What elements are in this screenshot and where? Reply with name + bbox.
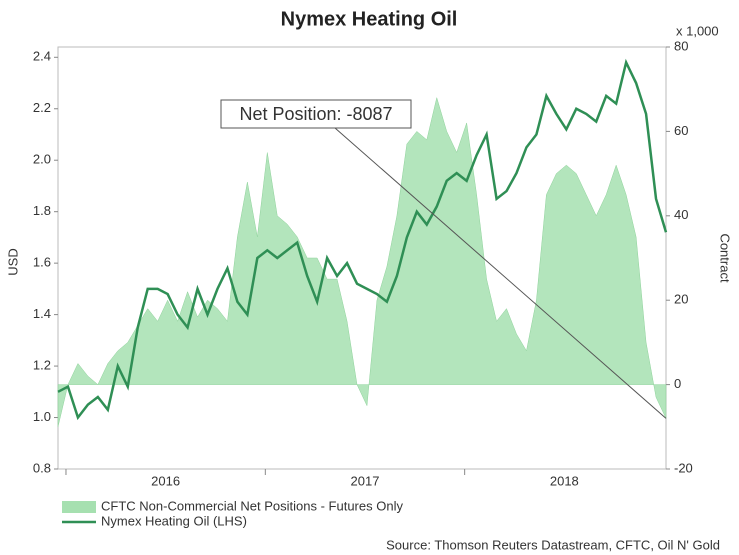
source: Source: Thomson Reuters Datastream, CFTC… bbox=[386, 537, 720, 552]
annotation-leader bbox=[334, 127, 667, 419]
y-tick-label: 1.4 bbox=[33, 306, 51, 321]
y2-tick-label: 80 bbox=[674, 38, 688, 53]
annotation-box bbox=[220, 99, 412, 129]
annotation: Net Position: -8087 bbox=[239, 104, 392, 124]
area bbox=[57, 96, 667, 427]
legend-label: Nymex Heating Oil (LHS) bbox=[101, 513, 247, 528]
line bbox=[57, 58, 668, 421]
x-tick-label: 2018 bbox=[550, 473, 579, 488]
legend-label: CFTC Non-Commercial Net Positions - Futu… bbox=[101, 498, 403, 513]
y2-tick-label: -20 bbox=[674, 460, 693, 475]
y2-tick-label: 20 bbox=[674, 292, 688, 307]
y-tick-label: 1.8 bbox=[33, 203, 51, 218]
y-tick-label: 0.8 bbox=[33, 460, 51, 475]
y-tick-label: 2.2 bbox=[33, 100, 51, 115]
legend-swatch bbox=[62, 501, 96, 513]
y-tick-label: 1.0 bbox=[33, 409, 51, 424]
y2-tick-label: 60 bbox=[674, 123, 688, 138]
y2-tick-label: 40 bbox=[674, 207, 688, 222]
y-tick-label: 1.2 bbox=[33, 358, 51, 373]
y-tick-label: 1.6 bbox=[33, 255, 51, 270]
x-tick-label: 2016 bbox=[151, 473, 180, 488]
chart-title: Nymex Heating Oil bbox=[281, 8, 458, 30]
y2-axis-label: Contract bbox=[718, 233, 733, 283]
y-axis-label: USD bbox=[5, 248, 20, 275]
x-tick-label: 2017 bbox=[351, 473, 380, 488]
y-tick-label: 2.0 bbox=[33, 152, 51, 167]
y2-tick-label: 0 bbox=[674, 376, 681, 391]
y2-unit: x 1,000 bbox=[676, 23, 719, 38]
y-tick-label: 2.4 bbox=[33, 49, 51, 64]
